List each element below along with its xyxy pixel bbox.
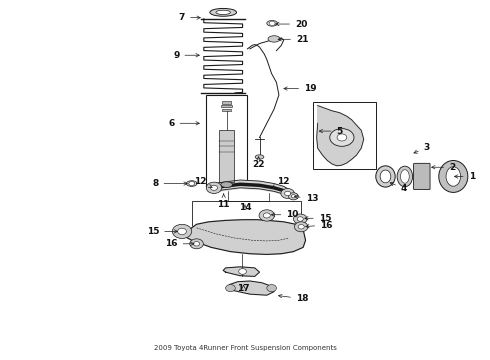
Bar	[222, 101, 231, 104]
Circle shape	[225, 284, 235, 292]
Circle shape	[172, 224, 192, 238]
Circle shape	[337, 134, 347, 141]
Ellipse shape	[186, 181, 197, 186]
Circle shape	[190, 239, 203, 249]
Text: 15: 15	[305, 214, 331, 223]
Text: 22: 22	[252, 157, 265, 169]
Text: 15: 15	[147, 227, 177, 236]
Text: 8: 8	[152, 179, 187, 188]
Circle shape	[239, 269, 246, 274]
Text: 12: 12	[194, 176, 212, 188]
Text: 10: 10	[271, 210, 299, 219]
Ellipse shape	[446, 167, 461, 186]
Ellipse shape	[397, 166, 413, 187]
Circle shape	[330, 129, 354, 146]
Ellipse shape	[268, 36, 280, 42]
Bar	[221, 105, 232, 107]
Circle shape	[281, 189, 294, 198]
Circle shape	[211, 185, 218, 190]
Ellipse shape	[255, 155, 264, 159]
Circle shape	[298, 225, 304, 229]
FancyBboxPatch shape	[414, 163, 430, 190]
Circle shape	[263, 213, 270, 218]
Circle shape	[269, 21, 275, 26]
Text: 12: 12	[272, 176, 289, 188]
Ellipse shape	[267, 21, 277, 26]
Text: 4: 4	[390, 183, 407, 193]
Text: 6: 6	[168, 119, 199, 128]
Text: 1: 1	[454, 172, 475, 181]
Text: 21: 21	[278, 35, 308, 44]
Polygon shape	[223, 267, 260, 276]
Ellipse shape	[376, 166, 395, 187]
Text: 16: 16	[165, 239, 194, 248]
Polygon shape	[228, 281, 274, 295]
Ellipse shape	[400, 170, 409, 183]
Text: 2: 2	[432, 163, 456, 172]
Ellipse shape	[380, 170, 391, 183]
Text: 19: 19	[284, 84, 317, 93]
Text: 3: 3	[414, 143, 430, 153]
Ellipse shape	[216, 10, 230, 14]
Circle shape	[189, 181, 195, 186]
Polygon shape	[182, 220, 306, 255]
Ellipse shape	[210, 8, 237, 16]
Text: 17: 17	[237, 284, 250, 293]
Circle shape	[297, 217, 303, 221]
Circle shape	[178, 228, 186, 235]
Bar	[220, 130, 234, 182]
Text: 9: 9	[173, 51, 199, 60]
Circle shape	[294, 222, 308, 232]
Text: 18: 18	[278, 294, 308, 303]
Ellipse shape	[439, 161, 468, 192]
Circle shape	[285, 191, 291, 196]
Circle shape	[259, 210, 274, 221]
Circle shape	[291, 195, 295, 198]
Circle shape	[289, 193, 298, 200]
Text: 11: 11	[218, 194, 230, 208]
Circle shape	[267, 284, 276, 292]
Text: 5: 5	[319, 127, 343, 136]
Text: 13: 13	[294, 194, 318, 203]
Ellipse shape	[221, 182, 232, 188]
Text: 14: 14	[239, 203, 251, 212]
Bar	[222, 109, 231, 111]
Bar	[192, 201, 301, 233]
Bar	[313, 102, 376, 169]
Bar	[206, 95, 247, 187]
Circle shape	[206, 182, 222, 193]
Text: 2009 Toyota 4Runner Front Suspension Components: 2009 Toyota 4Runner Front Suspension Com…	[153, 345, 337, 351]
Circle shape	[294, 214, 307, 224]
Circle shape	[194, 242, 199, 246]
Text: 20: 20	[276, 19, 307, 28]
Text: 7: 7	[179, 13, 200, 22]
Polygon shape	[317, 105, 364, 166]
Text: 16: 16	[306, 221, 333, 230]
